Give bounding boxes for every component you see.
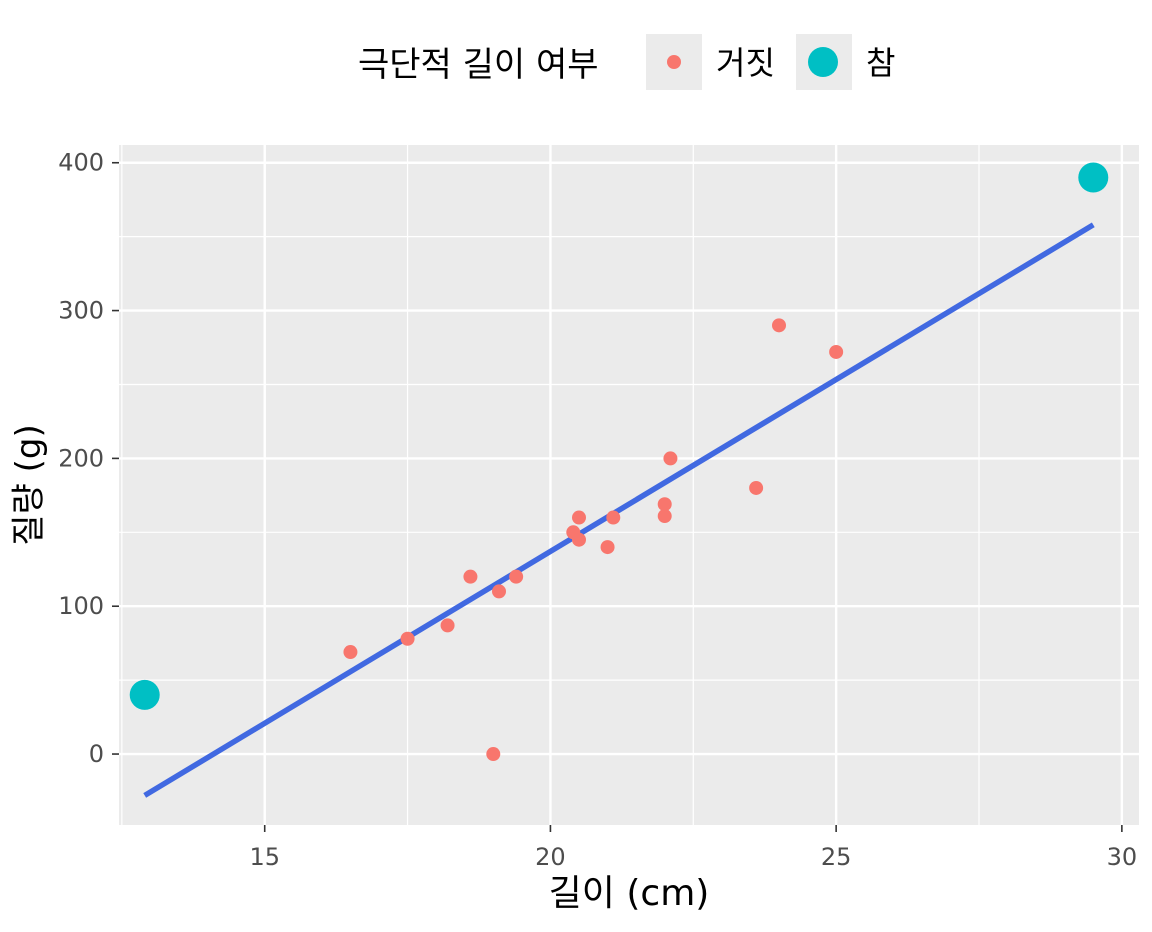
major-gridlines <box>119 145 1139 825</box>
fit-line-layer <box>143 222 1095 798</box>
point-false <box>440 618 455 633</box>
x-tick-label: 30 <box>1107 843 1138 871</box>
legend-label-false: 거짓 <box>716 44 775 82</box>
x-axis-title: 길이 (cm) <box>549 873 710 914</box>
x-tick-label: 15 <box>249 843 280 871</box>
point-true <box>1078 162 1109 193</box>
y-tick-label: 100 <box>58 592 104 620</box>
points-layer <box>129 162 1109 762</box>
point-false <box>486 747 501 762</box>
point-false <box>463 569 478 584</box>
point-false <box>343 645 358 660</box>
y-tick-label: 400 <box>58 149 104 177</box>
legend: 극단적 길이 여부 거짓 참 <box>358 34 895 90</box>
point-false <box>829 344 844 359</box>
y-tick-label: 0 <box>89 740 104 768</box>
point-false <box>509 569 524 584</box>
y-axis-title: 질량 (g) <box>9 424 49 545</box>
point-false <box>657 509 672 524</box>
point-false <box>492 584 506 599</box>
legend-key-true-marker <box>808 47 838 77</box>
point-false <box>663 451 678 466</box>
plot-panel <box>119 145 1139 825</box>
point-false <box>400 631 415 646</box>
point-false <box>749 480 764 495</box>
y-tick-label: 200 <box>58 444 104 472</box>
point-false <box>772 318 786 333</box>
point-false <box>657 497 672 512</box>
legend-title: 극단적 길이 여부 <box>358 45 599 85</box>
fit-line <box>143 222 1095 798</box>
point-false <box>572 532 586 547</box>
point-false <box>572 510 586 525</box>
minor-gridlines <box>119 145 1139 825</box>
y-tick-label: 300 <box>58 297 104 325</box>
x-tick-label: 20 <box>535 843 566 871</box>
point-true <box>129 679 160 710</box>
point-false <box>600 540 615 555</box>
legend-key-false-marker <box>667 55 681 69</box>
legend-label-true: 참 <box>866 44 895 82</box>
x-tick-label: 25 <box>821 843 852 871</box>
point-false <box>606 510 621 525</box>
